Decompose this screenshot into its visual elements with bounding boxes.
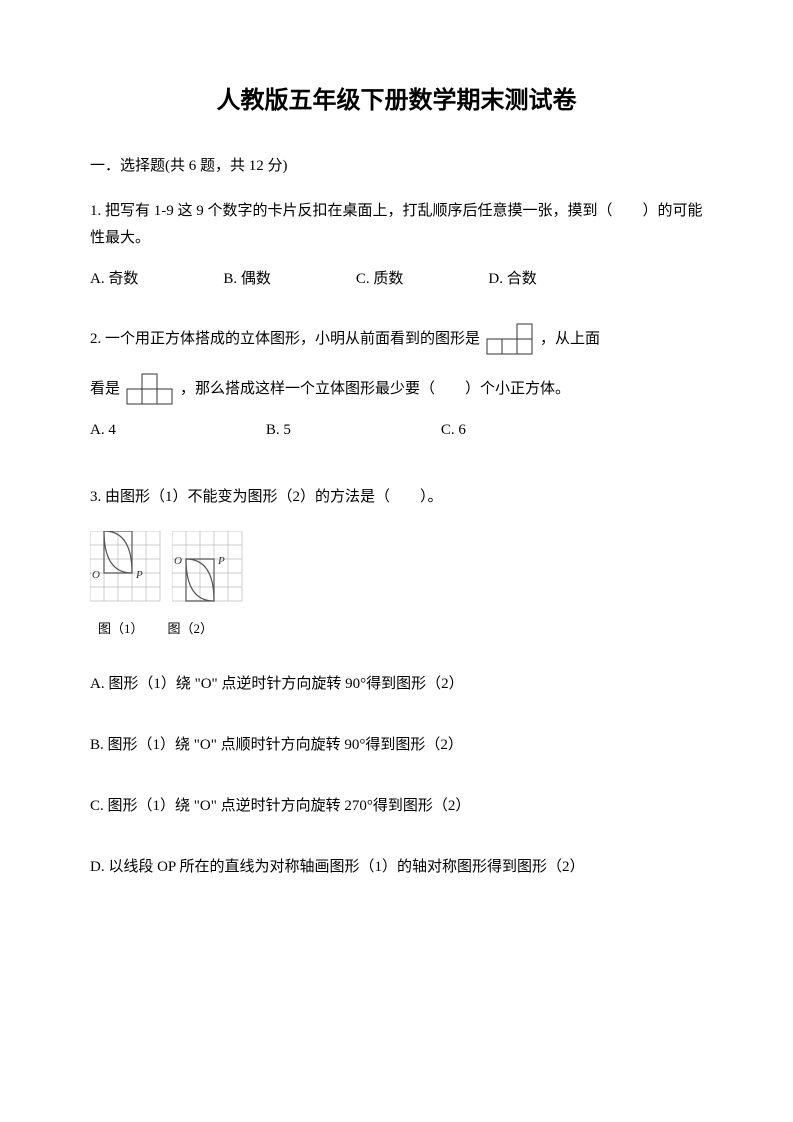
front-view-icon <box>486 323 534 355</box>
svg-text:P: P <box>217 555 225 567</box>
q3-figures: O P O P <box>90 531 703 609</box>
svg-text:O: O <box>174 555 182 567</box>
q1-text: 1. 把写有 1-9 这 9 个数字的卡片反扣在桌面上，打乱顺序后任意摸一张，摸… <box>90 198 703 252</box>
q1-options: A. 奇数 B. 偶数 C. 质数 D. 合数 <box>90 266 703 293</box>
question-3: 3. 由图形（1）不能变为图形（2）的方法是（ ）。 O P O P <box>90 484 703 880</box>
question-1: 1. 把写有 1-9 这 9 个数字的卡片反扣在桌面上，打乱顺序后任意摸一张，摸… <box>90 198 703 293</box>
q2-optB: B. 5 <box>266 417 291 444</box>
svg-text:O: O <box>92 569 100 581</box>
q3-figure-labels: 图（1） 图（2） <box>98 617 703 640</box>
q3-optC: C. 图形（1）绕 "O" 点逆时针方向旋转 270°得到图形（2） <box>90 793 703 820</box>
q2-optA: A. 4 <box>90 417 116 444</box>
page-title: 人教版五年级下册数学期末测试卷 <box>90 80 703 123</box>
q2-part1: 2. 一个用正方体搭成的立体图形，小明从前面看到的图形是 <box>90 326 480 353</box>
q2-options: A. 4 B. 5 C. 6 <box>90 417 703 444</box>
q1-optA: A. 奇数 <box>90 266 138 293</box>
svg-text:P: P <box>135 569 143 581</box>
fig2-label: 图（2） <box>168 617 214 640</box>
q2-part2: ，从上面 <box>540 326 600 353</box>
q2-part4: ，那么搭成这样一个立体图形最少要（ ）个小正方体。 <box>180 376 570 403</box>
q3-optB: B. 图形（1）绕 "O" 点顺时针方向旋转 90°得到图形（2） <box>90 732 703 759</box>
figure-1-icon: O P <box>90 531 162 609</box>
question-2: 2. 一个用正方体搭成的立体图形，小明从前面看到的图形是 ，从上面 看是 ，那么… <box>90 323 703 444</box>
q2-part3: 看是 <box>90 376 120 403</box>
q3-text: 3. 由图形（1）不能变为图形（2）的方法是（ ）。 <box>90 484 703 511</box>
q3-optA: A. 图形（1）绕 "O" 点逆时针方向旋转 90°得到图形（2） <box>90 671 703 698</box>
q1-optB: B. 偶数 <box>223 266 271 293</box>
fig1-label: 图（1） <box>98 617 144 640</box>
q2-optC: C. 6 <box>441 417 466 444</box>
q1-optD: D. 合数 <box>488 266 536 293</box>
q1-optC: C. 质数 <box>356 266 404 293</box>
section-header: 一．选择题(共 6 题，共 12 分) <box>90 153 703 180</box>
figure-2-icon: O P <box>172 531 244 609</box>
q3-options: A. 图形（1）绕 "O" 点逆时针方向旋转 90°得到图形（2） B. 图形（… <box>90 671 703 881</box>
q3-optD: D. 以线段 OP 所在的直线为对称轴画图形（1）的轴对称图形得到图形（2） <box>90 854 703 881</box>
top-view-icon <box>126 373 174 405</box>
